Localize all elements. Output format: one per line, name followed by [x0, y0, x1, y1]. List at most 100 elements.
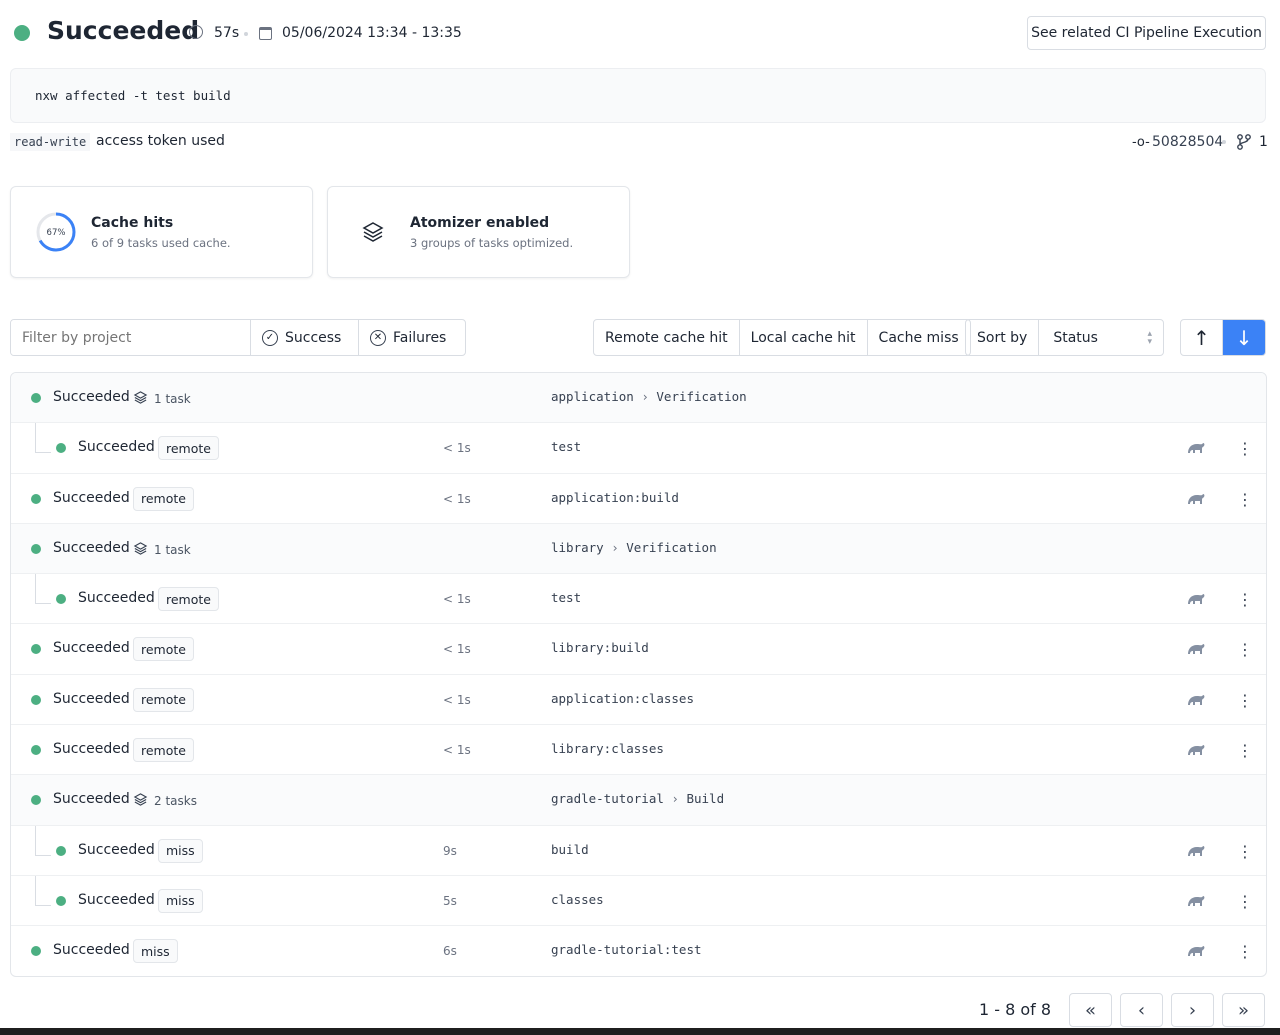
target-name: Verification [626, 539, 717, 555]
gradle-icon [1186, 842, 1206, 862]
first-page-button[interactable]: « [1069, 993, 1112, 1027]
more-options-icon[interactable]: ⋮ [1237, 590, 1253, 610]
chevron-right-icon: › [641, 389, 649, 404]
task-name[interactable]: build [551, 841, 589, 857]
more-options-icon[interactable]: ⋮ [1237, 942, 1253, 962]
tasks-table: Succeeded 1 task application › Verificatio… [10, 372, 1267, 977]
failures-filter-button[interactable]: ✕ Failures [359, 320, 457, 355]
status-dot [14, 25, 30, 41]
filter-by-project-input[interactable] [11, 320, 251, 355]
clock-icon [189, 25, 203, 39]
cache-badge: miss [158, 838, 203, 863]
group-name[interactable]: library › Verification [551, 540, 717, 555]
task-name[interactable]: application:classes [551, 690, 694, 706]
task-row[interactable]: Succeeded miss 9s build ⋮ [11, 825, 1266, 876]
group-name[interactable]: application › Verification [551, 389, 747, 404]
group-row[interactable]: Succeeded 1 task library › Verification [11, 523, 1266, 575]
status-dot [31, 795, 41, 806]
task-row[interactable]: Succeeded miss 6s gradle-tutorial:test ⋮ [11, 926, 1266, 976]
task-duration: < 1s [443, 491, 471, 506]
task-name[interactable]: test [551, 590, 582, 606]
page-title: Succeeded [47, 16, 200, 45]
commit-sha[interactable]: 50828504 [1152, 134, 1224, 150]
layers-icon [133, 792, 148, 810]
more-options-icon[interactable]: ⋮ [1237, 640, 1253, 660]
remote-cache-hit-button[interactable]: Remote cache hit [594, 320, 740, 355]
token-type: read-write [10, 133, 91, 151]
cache-badge: remote [133, 738, 194, 763]
cache-badge: miss [158, 888, 203, 913]
more-options-icon[interactable]: ⋮ [1237, 841, 1253, 861]
next-page-button[interactable]: › [1171, 993, 1214, 1027]
task-duration: < 1s [443, 642, 471, 657]
cache-badge: remote [158, 587, 219, 612]
check-circle-icon: ✓ [262, 329, 278, 346]
sort-by-label: Sort by [966, 320, 1040, 355]
status-dot [31, 644, 41, 655]
more-options-icon[interactable]: ⋮ [1237, 690, 1253, 710]
task-name[interactable]: test [551, 439, 582, 455]
task-duration: < 1s [443, 441, 471, 456]
gradle-icon [1186, 892, 1206, 912]
sort-descending-button[interactable]: ↓ [1223, 320, 1265, 355]
tree-connector [35, 423, 51, 454]
status-dot [31, 694, 41, 705]
success-filter-button[interactable]: ✓ Success [251, 320, 359, 355]
task-row[interactable]: Succeeded remote < 1s application:build ⋮ [11, 474, 1266, 524]
status-label: Succeeded [53, 640, 130, 657]
group-row[interactable]: Succeeded 1 task application › Verificatio… [11, 373, 1266, 424]
project-name: library [551, 539, 604, 555]
token-label: access token used [96, 133, 225, 149]
cache-badge: remote [158, 436, 219, 461]
gradle-icon [1186, 942, 1206, 962]
status-dot [31, 745, 41, 756]
more-options-icon[interactable]: ⋮ [1237, 439, 1253, 459]
task-name[interactable]: library:build [551, 640, 649, 656]
failures-label: Failures [393, 329, 447, 346]
task-row[interactable]: Succeeded remote < 1s library:classes ⋮ [11, 725, 1266, 776]
more-options-icon[interactable]: ⋮ [1237, 891, 1253, 911]
status-label: Succeeded [78, 891, 155, 908]
status-dot [31, 946, 41, 957]
local-cache-hit-button[interactable]: Local cache hit [740, 320, 868, 355]
sort-select[interactable]: Status ▴ ▾ [1039, 320, 1163, 355]
cache-subtitle: 6 of 9 tasks used cache. [91, 235, 231, 250]
status-dot [56, 594, 66, 605]
sort-control: Sort by Status ▴ ▾ [965, 319, 1164, 356]
pagination-label: 1 - 8 of 8 [979, 1000, 1052, 1019]
more-options-icon[interactable]: ⋮ [1237, 489, 1253, 509]
cache-badge: miss [133, 939, 178, 964]
group-name[interactable]: gradle-tutorial › Build [551, 791, 724, 806]
status-label: Succeeded [53, 690, 130, 707]
status-label: Succeeded [53, 741, 130, 758]
task-row[interactable]: Succeeded remote < 1s test ⋮ [11, 423, 1266, 474]
task-name[interactable]: application:build [551, 489, 679, 505]
status-label: Succeeded [53, 791, 130, 808]
task-name[interactable]: gradle-tutorial:test [551, 942, 702, 958]
task-row[interactable]: Succeeded remote < 1s library:build ⋮ [11, 624, 1266, 675]
status-dot [31, 493, 41, 504]
status-dot [56, 443, 66, 454]
see-ci-pipeline-button[interactable]: See related CI Pipeline Execution [1027, 16, 1266, 50]
task-name[interactable]: library:classes [551, 741, 664, 757]
more-options-icon[interactable]: ⋮ [1237, 741, 1253, 761]
task-row[interactable]: Succeeded remote < 1s application:classes ⋮ [11, 675, 1266, 726]
task-row[interactable]: Succeeded remote < 1s test ⋮ [11, 574, 1266, 625]
sort-ascending-button[interactable]: ↑ [1181, 320, 1224, 355]
task-row[interactable]: Succeeded miss 5s classes ⋮ [11, 875, 1266, 927]
previous-page-button[interactable]: ‹ [1120, 993, 1163, 1027]
date-range: 05/06/2024 13:34 - 13:35 [282, 25, 462, 41]
task-duration: < 1s [443, 692, 471, 707]
cache-miss-button[interactable]: Cache miss [878, 329, 959, 346]
chevron-updown-icon: ▴ ▾ [1147, 328, 1152, 347]
gradle-icon [1186, 691, 1206, 711]
task-duration: 6s [443, 944, 457, 959]
group-row[interactable]: Succeeded 2 tasks gradle-tutorial › Build [11, 775, 1266, 826]
gradle-icon [1186, 640, 1206, 660]
status-dot [31, 393, 41, 403]
cache-badge: remote [133, 486, 194, 511]
branch-count: 1 [1259, 134, 1268, 150]
sort-direction: ↑ ↓ [1180, 319, 1266, 356]
task-name[interactable]: classes [551, 891, 604, 907]
last-page-button[interactable]: » [1222, 993, 1265, 1027]
